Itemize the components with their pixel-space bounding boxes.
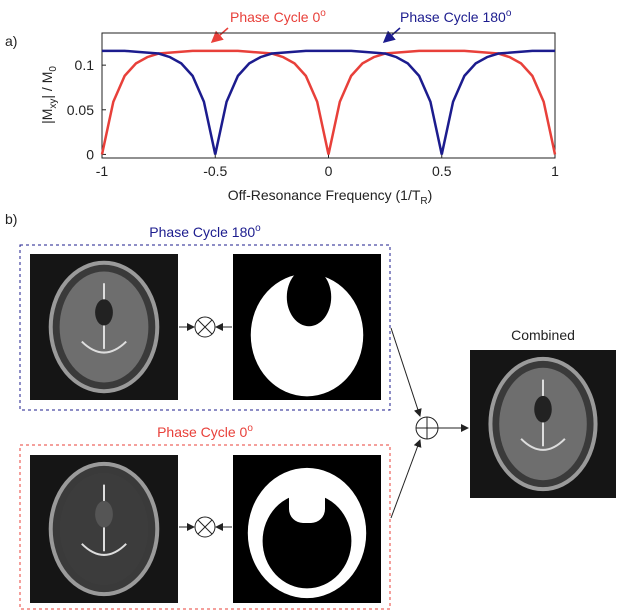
mask-hole xyxy=(286,267,332,327)
annotation-text: Phase Cycle 0 xyxy=(230,9,320,25)
group-title-text: Phase Cycle 180 xyxy=(149,224,255,240)
x-tick-label: 0.5 xyxy=(432,163,452,179)
images xyxy=(30,254,616,603)
operators xyxy=(179,316,469,538)
annotation-arrow xyxy=(382,27,401,43)
mri-detail xyxy=(95,299,113,326)
mri-detail xyxy=(95,500,113,528)
x-axis-label-part: ) xyxy=(428,187,433,203)
combined-label: Combined xyxy=(511,327,575,343)
annotation: Phase Cycle 0o xyxy=(230,8,326,25)
annotation-text: Phase Cycle 180 xyxy=(400,9,506,25)
group-title: Phase Cycle 180o xyxy=(149,223,261,240)
group-box xyxy=(19,244,391,411)
series-line xyxy=(102,49,555,155)
group-title-text: Phase Cycle 0 xyxy=(157,424,247,440)
y-tick-label: 0 xyxy=(86,146,94,162)
y-axis-label-sub: 0 xyxy=(48,66,59,72)
y-axis-label-part: | / M xyxy=(39,72,55,99)
group-box xyxy=(19,444,391,610)
group-title-sup: o xyxy=(247,423,253,434)
annotation: Phase Cycle 180o xyxy=(400,8,512,25)
y-tick-label: 0.1 xyxy=(75,57,95,73)
x-tick-label: -1 xyxy=(96,163,109,179)
y-axis-label: |Mxy| / M0 xyxy=(39,66,59,124)
x-tick-label: -0.5 xyxy=(203,163,227,179)
y-axis-label-sub: xy xyxy=(48,99,59,109)
x-axis-label-part: Off-Resonance Frequency (1/T xyxy=(228,187,421,203)
group-title: Phase Cycle 0o xyxy=(157,423,253,440)
x-axis-label-sub: R xyxy=(420,196,427,207)
y-axis-label-part: |M xyxy=(39,109,55,124)
x-tick-label: 0 xyxy=(325,163,333,179)
panel-label: a) xyxy=(5,33,17,49)
annotation-sup: o xyxy=(506,8,512,19)
mri-detail xyxy=(534,395,552,423)
group-title-sup: o xyxy=(255,223,261,234)
series-line xyxy=(100,49,557,155)
mask-hole xyxy=(262,493,352,589)
mask-region xyxy=(250,273,364,397)
y-tick-label: 0.05 xyxy=(67,102,94,118)
x-axis-label: Off-Resonance Frequency (1/TR) xyxy=(228,187,433,207)
x-tick-label: 1 xyxy=(551,163,559,179)
mask-region xyxy=(289,475,325,523)
panel-label: b) xyxy=(5,211,17,227)
annotation-arrow xyxy=(210,27,229,43)
annotation-sup: o xyxy=(320,8,326,19)
